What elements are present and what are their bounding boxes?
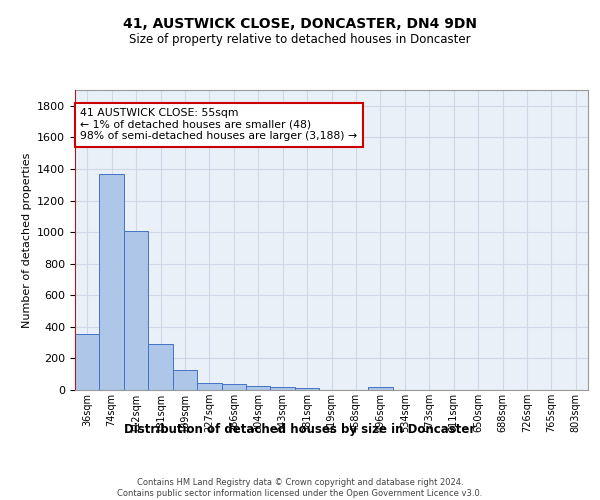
- Text: Size of property relative to detached houses in Doncaster: Size of property relative to detached ho…: [129, 32, 471, 46]
- Bar: [271, 387, 295, 390]
- Text: 41 AUSTWICK CLOSE: 55sqm
← 1% of detached houses are smaller (48)
98% of semi-de: 41 AUSTWICK CLOSE: 55sqm ← 1% of detache…: [80, 108, 357, 141]
- Y-axis label: Number of detached properties: Number of detached properties: [22, 152, 32, 328]
- Bar: [75, 334, 100, 390]
- Bar: [124, 230, 148, 390]
- Bar: [148, 344, 173, 390]
- Bar: [173, 370, 197, 390]
- Bar: [246, 386, 271, 390]
- Text: 41, AUSTWICK CLOSE, DONCASTER, DN4 9DN: 41, AUSTWICK CLOSE, DONCASTER, DN4 9DN: [123, 18, 477, 32]
- Bar: [197, 384, 221, 390]
- Bar: [221, 384, 246, 390]
- Text: Distribution of detached houses by size in Doncaster: Distribution of detached houses by size …: [124, 422, 476, 436]
- Text: Contains HM Land Registry data © Crown copyright and database right 2024.
Contai: Contains HM Land Registry data © Crown c…: [118, 478, 482, 498]
- Bar: [295, 388, 319, 390]
- Bar: [368, 387, 392, 390]
- Bar: [100, 174, 124, 390]
